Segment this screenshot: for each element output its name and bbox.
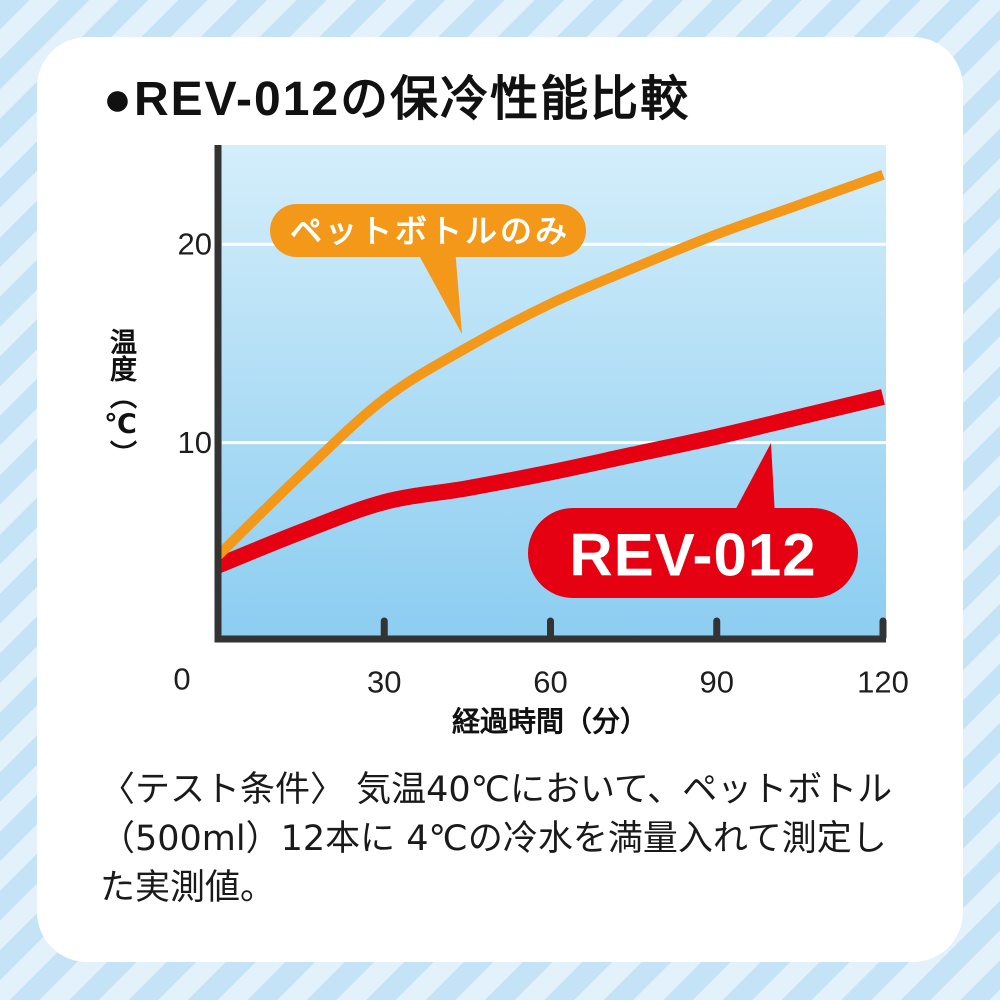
rev-012-series-line [214,389,885,574]
tick-labels: 10 20 30 60 90 120 0 [173,227,908,700]
x-tick-label: 120 [857,665,909,700]
pet-bottle-series-line [214,170,885,560]
x-tick-label: 60 [533,665,567,700]
note-line: た実測値。 [100,868,276,908]
callout-rev-012-pointer [732,443,775,516]
callout-pet-bottle-pointer [415,248,462,334]
x-axis-label: 経過時間（分） [451,705,648,738]
callout-rev-012: REV-012 [528,443,858,598]
callout-rev-012-bubble [528,508,858,598]
y-tick-label: 20 [178,227,212,262]
chart-title: ●REV-012の保冷性能比較 [103,73,691,126]
series-lines [214,170,885,574]
x-tick-label: 30 [367,665,401,700]
x-tick-marks [380,617,887,641]
callout-pet-bottle-bubble [270,204,586,257]
y-tick-label: 10 [178,425,212,460]
y-axis-label: 温度（℃） [105,328,136,467]
origin-tick-label: 0 [173,662,190,697]
note-line: （500ml）12本に 4℃の冷水を満量入れて測定し [100,819,887,859]
callout-pet-bottle: ペットボトルのみ [270,204,586,334]
x-tick-label: 90 [700,665,734,700]
callout-rev-012-label: REV-012 [569,522,816,589]
callout-pet-bottle-label: ペットボトルのみ [290,212,570,250]
note-line: 〈テスト条件〉 気温40℃において、ペットボトル [100,770,893,810]
test-conditions-note: 〈テスト条件〉 気温40℃において、ペットボトル （500ml）12本に 4℃の… [100,766,950,913]
